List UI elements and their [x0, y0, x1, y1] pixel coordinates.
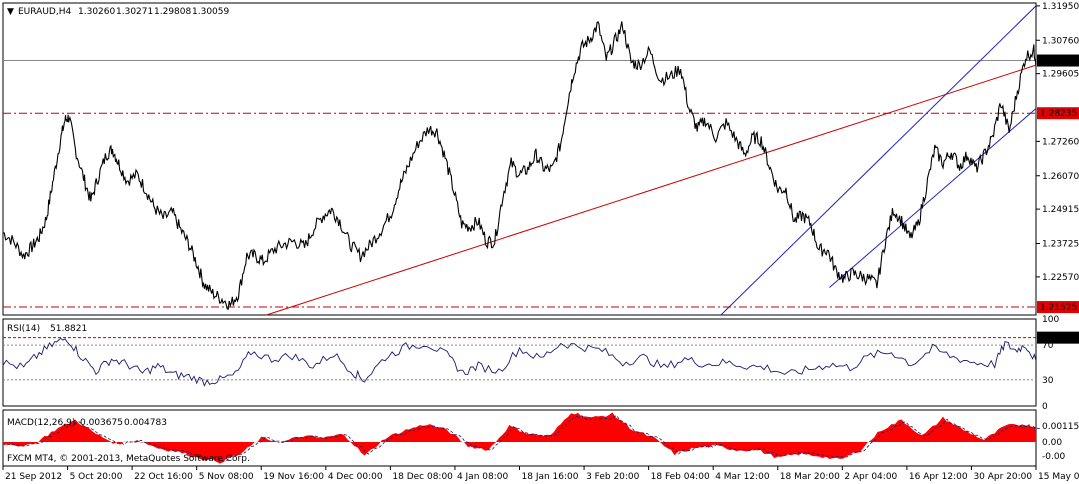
macd-histogram-area	[3, 412, 1036, 464]
trend-line	[829, 108, 1037, 288]
x-tick-label: 19 Nov 16:00	[263, 472, 324, 482]
price-header-triangle: ▼	[7, 7, 14, 17]
rsi-tag-label: 78.57143	[1039, 334, 1079, 344]
x-tick-label: 18 Dec 08:00	[392, 472, 453, 482]
price-tag-label: 1.30059	[1040, 57, 1077, 67]
x-tick-label: 3 Feb 20:00	[586, 472, 640, 482]
rsi-tag-box	[1037, 331, 1079, 344]
price-tag-box	[1037, 301, 1079, 314]
x-tick-label: 5 Oct 20:00	[70, 472, 123, 482]
rsi-header-value: 51.8821	[50, 324, 87, 334]
rsi-y-tick-label: 30	[1042, 376, 1054, 386]
price-tag-box	[1037, 54, 1079, 67]
price-series-line	[2, 21, 1037, 310]
price-y-tick-label: 1.30760	[1042, 36, 1079, 46]
price-header-low: 1.29808	[154, 7, 191, 17]
x-tick-label: 4 Dec 00:00	[328, 472, 383, 482]
macd-header-name: MACD(12,26,9)	[7, 418, 75, 428]
price-tag-label: 1.21525	[1040, 303, 1077, 313]
rsi-panel	[2, 337, 1037, 387]
price-y-tick-label: 1.29605	[1042, 70, 1079, 80]
x-tick-label: 4 Jan 08:00	[457, 472, 509, 482]
rsi-series-line	[2, 337, 1037, 387]
price-y-tick-label: 1.26070	[1042, 172, 1079, 182]
price-panel-frame	[2, 2, 1037, 316]
rsi-y-tick-label: 70	[1042, 341, 1054, 351]
macd-panel	[3, 412, 1041, 464]
copyright-text: FXCM MT4, © 2001-2013, MetaQuotes Softwa…	[7, 454, 250, 464]
price-y-tick-label: 1.22570	[1042, 273, 1079, 283]
macd-y-tick-label: -0.00	[1042, 452, 1066, 462]
x-tick-label: 2 Apr 04:00	[844, 472, 897, 482]
price-y-tick-label: 1.27260	[1042, 137, 1079, 147]
x-tick-label: 18 Jan 16:00	[522, 472, 579, 482]
macd-y-tick-label: 0.00115	[1042, 422, 1079, 432]
trend-line	[720, 5, 1037, 316]
rsi-y-tick-label: 0	[1042, 402, 1048, 412]
x-tick-label: 15 May 04:00	[1038, 472, 1079, 482]
macd-header-value-main: 0.003675	[80, 418, 123, 428]
price-tag-label: 1.28235	[1040, 109, 1077, 119]
price-y-tick-label: 1.24915	[1042, 205, 1079, 215]
macd-header-value-signal: 0.004783	[124, 418, 167, 428]
price-panel	[2, 5, 1037, 316]
rsi-header-name: RSI(14)	[7, 324, 40, 334]
x-tick-label: 18 Mar 20:00	[780, 472, 840, 482]
price-header-close: 1.30059	[192, 7, 229, 17]
macd-y-tick-label: 0.00	[1042, 438, 1062, 448]
price-header-high: 1.30271	[116, 7, 153, 17]
x-tick-label: 21 Sep 2012	[5, 472, 62, 482]
rsi-panel-frame	[2, 318, 1037, 407]
price-header-open: 1.30260	[78, 7, 115, 17]
x-tick-label: 4 Mar 12:00	[715, 472, 770, 482]
x-tick-label: 5 Nov 08:00	[199, 472, 254, 482]
rsi-y-tick-label: 100	[1042, 315, 1059, 325]
x-tick-label: 30 Apr 20:00	[973, 472, 1032, 482]
price-y-tick-label: 1.31950	[1042, 2, 1079, 12]
trend-line	[266, 64, 1037, 316]
price-y-tick-label: 1.23725	[1042, 240, 1079, 250]
price-tag-box	[1037, 107, 1079, 120]
x-tick-label: 22 Oct 16:00	[134, 472, 193, 482]
price-header-symbol: EURAUD,H4	[18, 7, 71, 17]
x-tick-label: 18 Feb 04:00	[651, 472, 710, 482]
x-tick-label: 16 Apr 12:00	[909, 472, 968, 482]
